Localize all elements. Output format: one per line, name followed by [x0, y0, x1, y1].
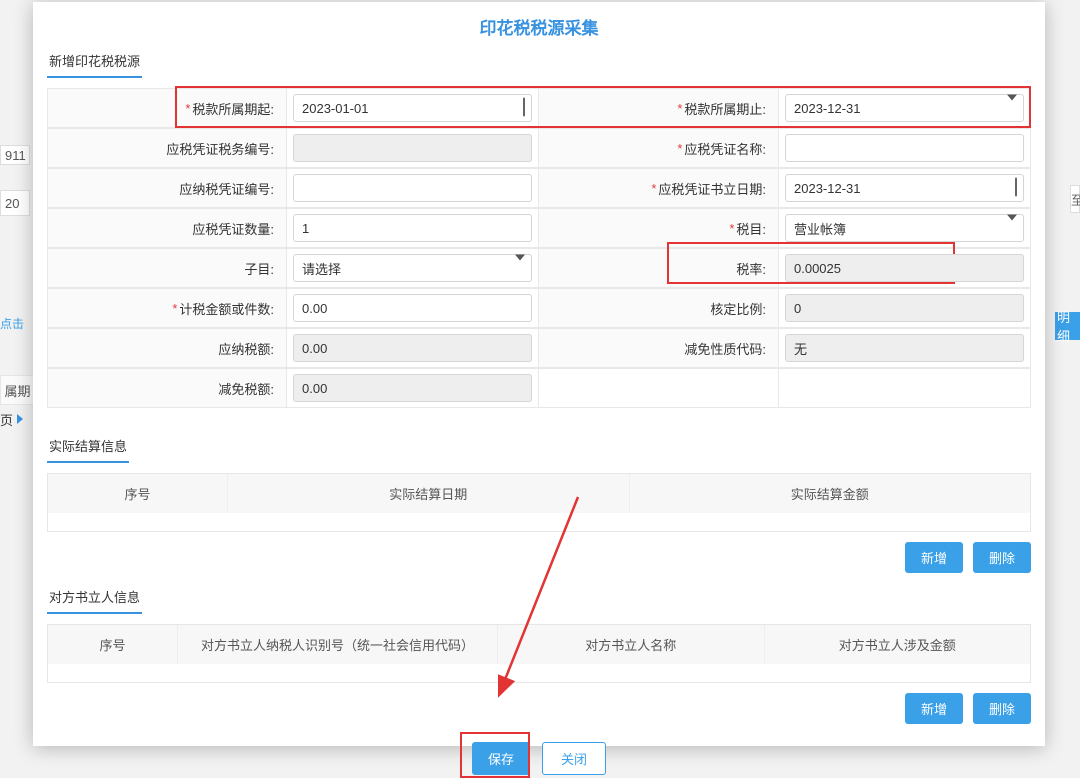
label-pay-no: 应纳税凭证编号: — [47, 168, 287, 208]
label-period-from: *税款所属期起: — [47, 88, 287, 128]
period-from-input[interactable]: 2023-01-01 — [293, 94, 532, 122]
delete-settlement-button[interactable]: 删除 — [973, 542, 1031, 573]
label-reduce-code: 减免性质代码: — [539, 328, 779, 368]
add-settlement-button[interactable]: 新增 — [905, 542, 963, 573]
label-qty: 应税凭证数量: — [47, 208, 287, 248]
label-cert-date: *应税凭证书立日期: — [539, 168, 779, 208]
tax-reduce-input: 0.00 — [293, 374, 532, 402]
col-date: 实际结算日期 — [228, 474, 630, 513]
col-party-id: 对方书立人纳税人识别号（统一社会信用代码） — [178, 625, 498, 664]
calendar-icon — [523, 98, 525, 117]
reduce-code-input: 无 — [785, 334, 1024, 362]
label-tax-due: 应纳税额: — [47, 328, 287, 368]
label-tax-no: 应税凭证税务编号: — [47, 128, 287, 168]
tax-due-input: 0.00 — [293, 334, 532, 362]
cert-date-input[interactable]: 2023-12-31 — [785, 174, 1024, 202]
bg-text: 页 — [0, 408, 35, 430]
label-tax-item: *税目: — [539, 208, 779, 248]
ratio-input: 0 — [785, 294, 1024, 322]
calendar-icon — [1015, 178, 1017, 197]
tax-no-input — [293, 134, 532, 162]
label-amount: *计税金额或件数: — [47, 288, 287, 328]
sub-item-select[interactable]: 请选择 — [293, 254, 532, 282]
add-party-button[interactable]: 新增 — [905, 693, 963, 724]
close-button[interactable]: 关闭 — [542, 742, 606, 775]
save-button[interactable]: 保存 — [472, 742, 530, 775]
section-header-party: 对方书立人信息 — [47, 587, 1031, 618]
period-to-input[interactable]: 2023-12-31 — [785, 94, 1024, 122]
chevron-down-icon — [1007, 215, 1017, 236]
label-period-to: *税款所属期止: — [539, 88, 779, 128]
bg-text: 至 — [1070, 185, 1080, 213]
label-cert-name: *应税凭证名称: — [539, 128, 779, 168]
label-tax-reduce: 减免税额: — [47, 368, 287, 408]
page-title: 印花税税源采集 — [33, 2, 1045, 43]
bg-text: 点击 — [0, 315, 24, 332]
section-header-add: 新增印花税税源 — [47, 51, 1031, 82]
col-amount: 实际结算金额 — [630, 474, 1031, 513]
delete-party-button[interactable]: 删除 — [973, 693, 1031, 724]
col-seq: 序号 — [48, 625, 178, 664]
label-ratio: 核定比例: — [539, 288, 779, 328]
cert-name-input[interactable] — [785, 134, 1024, 162]
col-party-amount: 对方书立人涉及金额 — [765, 625, 1031, 664]
bg-text: 20 — [0, 190, 30, 216]
col-seq: 序号 — [48, 474, 228, 513]
col-party-name: 对方书立人名称 — [498, 625, 765, 664]
qty-input[interactable]: 1 — [293, 214, 532, 242]
pay-no-input[interactable] — [293, 174, 532, 202]
bg-detail-button[interactable]: 明细 — [1055, 312, 1080, 340]
label-sub-item: 子目: — [47, 248, 287, 288]
section-header-settle: 实际结算信息 — [47, 436, 1031, 467]
chevron-down-icon — [1007, 95, 1017, 116]
modal-dialog: 印花税税源采集 新增印花税税源 *税款所属期起: 2023-01-01 *税款所… — [33, 2, 1045, 746]
label-rate: 税率: — [539, 248, 779, 288]
settlement-table: 序号 实际结算日期 实际结算金额 — [47, 473, 1031, 532]
party-table: 序号 对方书立人纳税人识别号（统一社会信用代码） 对方书立人名称 对方书立人涉及… — [47, 624, 1031, 683]
tax-item-select[interactable]: 营业帐簿 — [785, 214, 1024, 242]
bg-text: 911 — [0, 145, 30, 165]
form: *税款所属期起: 2023-01-01 *税款所属期止: 2023-12-31 … — [47, 88, 1031, 408]
amount-input[interactable]: 0.00 — [293, 294, 532, 322]
bg-text: 属期 — [0, 375, 35, 405]
chevron-down-icon — [515, 255, 525, 276]
rate-input: 0.00025 — [785, 254, 1024, 282]
